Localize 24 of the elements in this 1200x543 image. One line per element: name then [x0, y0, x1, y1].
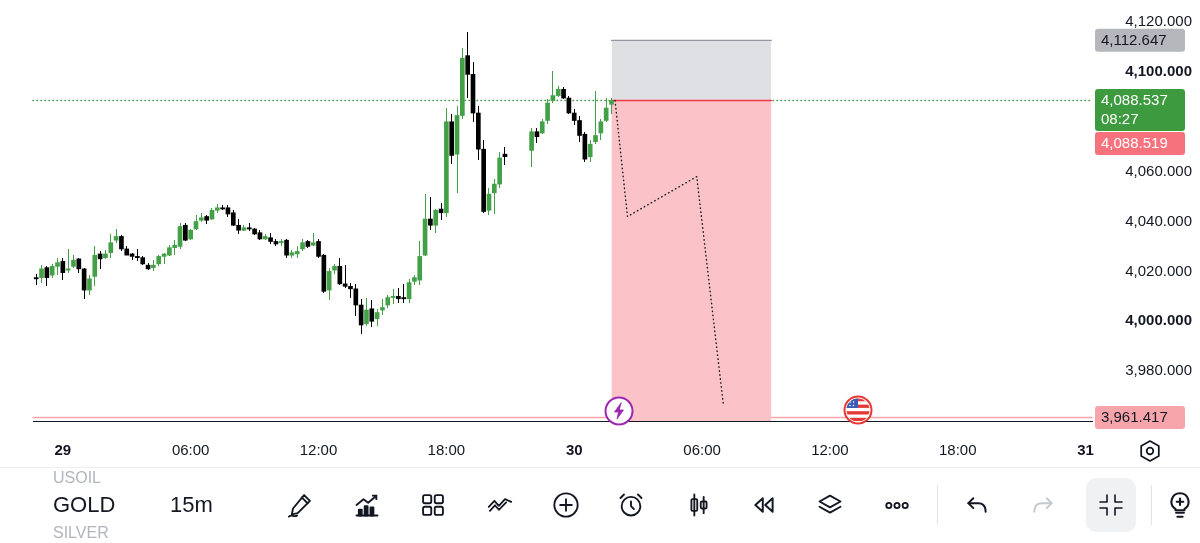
x-tick-label: 06:00 — [683, 441, 721, 459]
x-tick-label: 31 — [1077, 441, 1094, 459]
x-tick-label: 12:00 — [811, 441, 849, 459]
x-tick-label: 06:00 — [171, 441, 210, 459]
text: 4,112.647 — [1101, 30, 1167, 48]
text: USOIL — [53, 469, 102, 486]
x-tick-label: 12:00 — [299, 441, 338, 459]
y-tick-label: 4,000.000 — [1125, 311, 1192, 329]
x-tick-label: 18:00 — [938, 441, 977, 459]
y-tick-label: 4,020.000 — [1125, 261, 1192, 279]
y-tick-label: 4,060.000 — [1125, 161, 1192, 179]
text: SILVER — [53, 524, 109, 541]
x-tick-label: 30 — [565, 441, 583, 459]
x-tick-label: 29 — [54, 441, 72, 459]
text: 4,088.519 — [1101, 134, 1168, 152]
y-tick-label: 4,100.000 — [1125, 62, 1192, 80]
text: GOLD — [53, 492, 116, 517]
ref-line-label: 4,088.537 08:27 — [1101, 91, 1168, 128]
y-tick-label: 4,040.000 — [1125, 211, 1192, 229]
text: 15m — [170, 492, 213, 517]
x-tick-label: 18:00 — [427, 441, 466, 459]
y-tick-label: 4,120.000 — [1125, 12, 1192, 30]
y-tick-label: 3,980.000 — [1125, 361, 1192, 379]
ref-line-label: 3,961.417 — [1101, 408, 1168, 426]
